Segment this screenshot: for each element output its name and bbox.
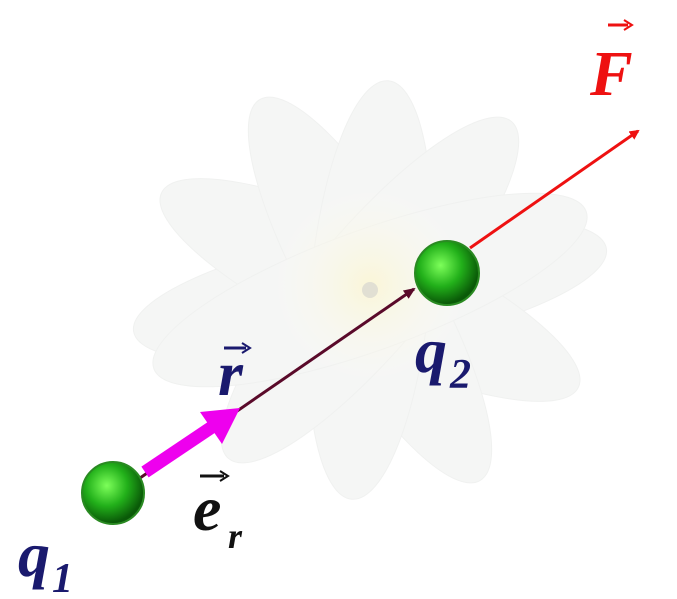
force-symbol: F [589,38,633,109]
charge-q2 [415,241,479,305]
q2-subscript: 2 [449,352,471,398]
q1-subscript: 1 [52,556,73,599]
q1-symbol: q [18,519,50,590]
q2-symbol: q [415,315,447,386]
unit-vector-subscript: r [228,516,243,556]
force-label: F [589,20,633,109]
unit-vector-label: e r [193,471,243,556]
diagram: F r e r q 1 q 2 [0,0,677,599]
charge-q1 [82,462,144,524]
radius-symbol: r [218,338,244,409]
unit-vector-shaft [145,427,212,472]
q1-label: q 1 [18,519,73,599]
unit-vector-symbol: e [193,473,221,544]
